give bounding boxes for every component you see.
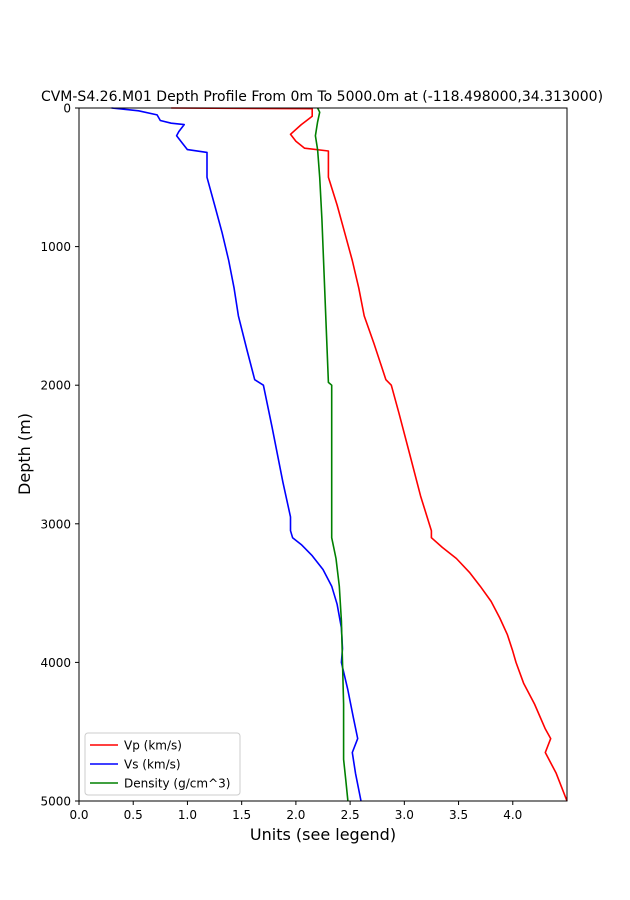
y-tick-label: 0	[63, 102, 71, 116]
y-tick-label: 3000	[40, 517, 71, 531]
y-axis-label: Depth (m)	[15, 413, 34, 495]
legend-label-0: Vp (km/s)	[124, 739, 182, 753]
x-tick-label: 0.0	[69, 808, 88, 822]
x-axis-label: Units (see legend)	[250, 825, 396, 844]
x-tick-label: 3.5	[449, 808, 468, 822]
legend-entries: Vp (km/s) Vs (km/s) Density (g/cm^3)	[90, 739, 230, 791]
legend-label-2: Density (g/cm^3)	[124, 777, 230, 791]
y-tick-label: 4000	[40, 656, 71, 670]
y-axis-ticks: 0 1000 2000 3000 4000 5000	[40, 102, 79, 809]
x-tick-label: 2.5	[341, 808, 360, 822]
legend-box	[84, 732, 241, 796]
chart-title: CVM-S4.26.M01 Depth Profile From 0m To 5…	[41, 89, 603, 105]
x-tick-label: 3.0	[395, 808, 414, 822]
y-tick-label: 5000	[40, 795, 71, 809]
series-line-2	[314, 107, 349, 802]
plot-area-frame	[78, 107, 568, 802]
x-tick-label: 4.0	[503, 808, 522, 822]
y-tick-label: 2000	[40, 379, 71, 393]
x-axis-ticks: 0.0 0.5 1.0 1.5 2.0 2.5 3.0 3.5 4.0	[69, 801, 522, 822]
x-tick-label: 1.0	[178, 808, 197, 822]
x-tick-label: 1.5	[232, 808, 251, 822]
x-tick-label: 0.5	[124, 808, 143, 822]
x-tick-label: 2.0	[286, 808, 305, 822]
legend-label-1: Vs (km/s)	[124, 758, 181, 772]
series-lines	[111, 107, 568, 802]
legend: Vp (km/s) Vs (km/s) Density (g/cm^3)	[84, 732, 241, 796]
y-tick-label: 1000	[40, 240, 71, 254]
series-line-0	[171, 107, 568, 802]
